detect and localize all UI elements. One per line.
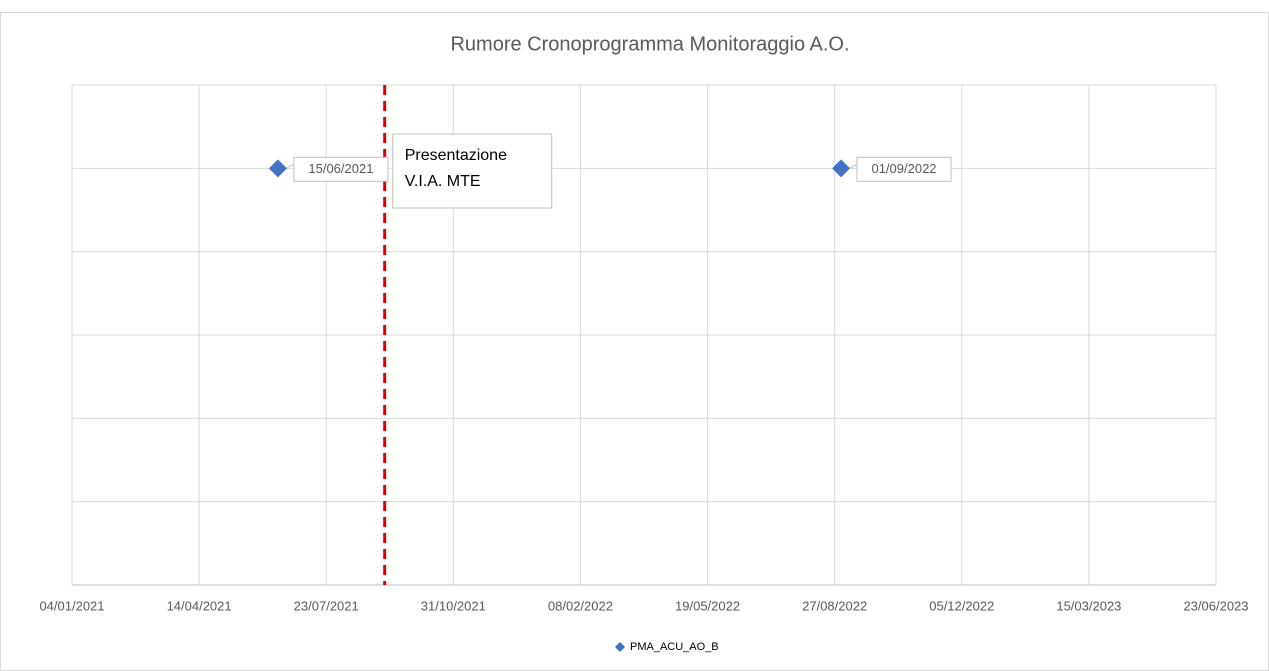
legend-marker (615, 642, 625, 652)
x-tick-label: 27/08/2022 (802, 598, 867, 613)
data-label-box (856, 156, 952, 182)
x-tick-label: 15/03/2023 (1056, 598, 1121, 613)
x-tick-label: 14/04/2021 (167, 598, 232, 613)
x-tick-label: 23/06/2023 (1183, 598, 1248, 613)
data-label-box (293, 156, 389, 182)
annotation-box (392, 133, 553, 209)
data-label: 15/06/2021 (308, 161, 373, 176)
annotation-text: Presentazione (405, 147, 507, 164)
x-tick-label: 08/02/2022 (548, 598, 613, 613)
x-tick-label: 05/12/2022 (929, 598, 994, 613)
data-label: 01/09/2022 (871, 161, 936, 176)
annotation-text: V.I.A. MTE (405, 173, 481, 190)
chart-frame (0, 12, 1269, 671)
label-leader (848, 163, 858, 169)
x-tick-label: 23/07/2021 (294, 598, 359, 613)
x-tick-label: 04/01/2021 (39, 598, 104, 613)
label-leader (285, 163, 295, 169)
point (832, 159, 851, 178)
x-tick-label: 31/10/2021 (421, 598, 486, 613)
legend-label: PMA_ACU_AO_B (630, 641, 719, 653)
chart-title: Rumore Cronoprogramma Monitoraggio A.O. (450, 33, 849, 55)
point (268, 159, 287, 178)
x-tick-label: 19/05/2022 (675, 598, 740, 613)
